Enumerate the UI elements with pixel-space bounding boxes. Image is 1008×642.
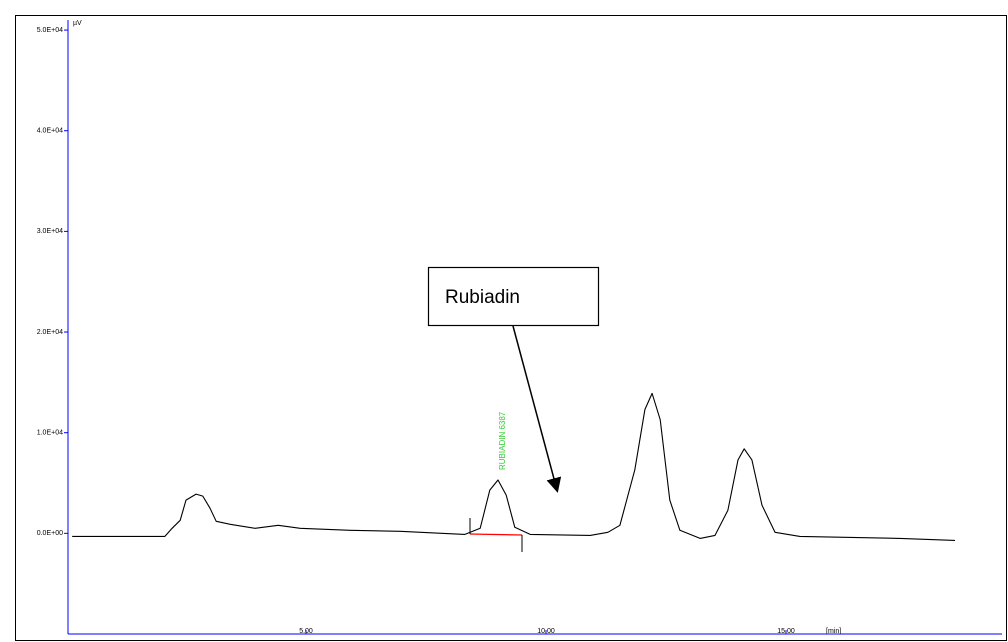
x-tick-label: 5.00 <box>299 628 313 635</box>
y-tick-label: 2.0E+04 <box>37 329 63 336</box>
y-tick-label: 0.0E+00 <box>37 530 63 537</box>
frame <box>15 15 1007 641</box>
peak-label: RUBIADIN 6387 <box>498 411 507 470</box>
x-axis-label: [min] <box>826 628 841 635</box>
callout-box <box>427 266 600 327</box>
y-tick-label: 5.0E+04 <box>37 27 63 34</box>
y-tick-label: 1.0E+04 <box>37 430 63 437</box>
x-tick-label: 10.00 <box>537 628 555 635</box>
integration-baseline <box>469 533 523 536</box>
x-tick-label: 15.00 <box>777 628 795 635</box>
y-axis-label: µV <box>73 20 82 27</box>
y-tick-label: 3.0E+04 <box>37 228 63 235</box>
callout-text: Rubiadin <box>445 287 520 308</box>
signal-trace <box>72 392 956 541</box>
y-tick-label: 4.0E+04 <box>37 128 63 135</box>
callout-arrow <box>512 325 562 493</box>
